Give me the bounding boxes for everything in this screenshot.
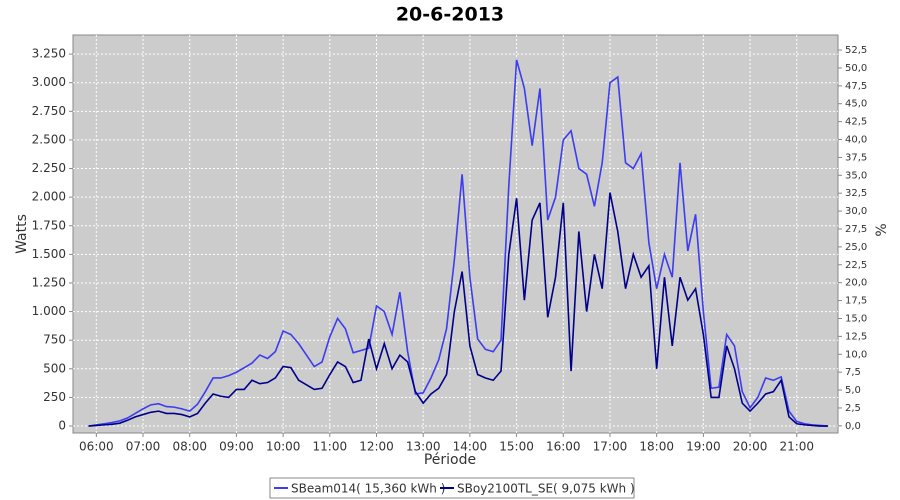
y2-tick-label: 52,5	[845, 45, 867, 56]
y-axis-title: Watts	[14, 214, 30, 254]
x-tick-label: 06:00	[79, 440, 114, 454]
chart-title: 20-6-2013	[396, 4, 504, 26]
y-tick-label: 2.250	[32, 161, 66, 175]
y2-tick-label: 12,5	[845, 331, 867, 342]
y-tick-label: 3.250	[32, 47, 66, 61]
y-tick-label: 1.500	[32, 247, 66, 261]
x-tick-label: 14:00	[453, 440, 488, 454]
y-tick-label: 2.750	[32, 104, 66, 118]
y2-tick-label: 22,5	[845, 260, 867, 271]
x-tick-label: 13:00	[406, 440, 441, 454]
y2-tick-label: 10,0	[845, 349, 867, 360]
y-tick-label: 250	[43, 390, 66, 404]
x-tick-label: 18:00	[639, 440, 674, 454]
legend-label: SBeam014( 15,360 kWh )	[291, 482, 445, 496]
y-tick-label: 0	[58, 419, 66, 433]
y2-tick-label: 32,5	[845, 188, 867, 199]
y2-tick-label: 5,0	[845, 385, 861, 396]
y-tick-label: 500	[43, 361, 66, 375]
y-tick-label: 750	[43, 333, 66, 347]
y2-tick-label: 42,5	[845, 117, 867, 128]
y2-tick-label: 37,5	[845, 152, 867, 163]
x-tick-label: 09:00	[219, 440, 254, 454]
y-tick-label: 2.500	[32, 132, 66, 146]
series-line	[88, 59, 828, 427]
y2-tick-label: 35,0	[845, 170, 867, 181]
y2-tick-label: 27,5	[845, 224, 867, 235]
series-line	[88, 192, 828, 427]
y2-axis-title: %	[874, 223, 890, 236]
plot-area	[72, 34, 839, 434]
y2-tick-label: 25,0	[845, 242, 867, 253]
y2-tick-label: 7,5	[845, 367, 861, 378]
legend-label: SBoy2100TL_SE( 9,075 kWh )	[457, 482, 635, 496]
x-tick-label: 10:00	[266, 440, 301, 454]
y2-tick-label: 40,0	[845, 135, 867, 146]
x-tick-label: 11:00	[313, 440, 348, 454]
x-tick-label: 19:00	[686, 440, 721, 454]
y2-tick-label: 45,0	[845, 99, 867, 110]
x-tick-label: 20:00	[733, 440, 768, 454]
y-tick-label: 2.000	[32, 190, 66, 204]
y2-tick-label: 20,0	[845, 278, 867, 289]
y2-tick-label: 50,0	[845, 63, 867, 74]
x-tick-label: 15:00	[499, 440, 534, 454]
y2-tick-label: 17,5	[845, 296, 867, 307]
y2-tick-label: 0,0	[845, 421, 861, 432]
x-tick-label: 17:00	[593, 440, 628, 454]
y2-tick-label: 2,5	[845, 403, 861, 414]
y2-tick-label: 15,0	[845, 313, 867, 324]
y-tick-label: 1.250	[32, 275, 66, 289]
y2-tick-label: 47,5	[845, 81, 867, 92]
x-tick-label: 07:00	[126, 440, 161, 454]
y-tick-label: 1.750	[32, 218, 66, 232]
y2-tick-label: 30,0	[845, 206, 867, 217]
y-tick-label: 3.000	[32, 75, 66, 89]
x-axis-title: Période	[424, 452, 476, 468]
y-tick-label: 1.000	[32, 304, 66, 318]
x-tick-label: 08:00	[172, 440, 207, 454]
x-tick-label: 16:00	[546, 440, 581, 454]
x-tick-label: 12:00	[359, 440, 394, 454]
x-tick-label: 21:00	[779, 440, 814, 454]
